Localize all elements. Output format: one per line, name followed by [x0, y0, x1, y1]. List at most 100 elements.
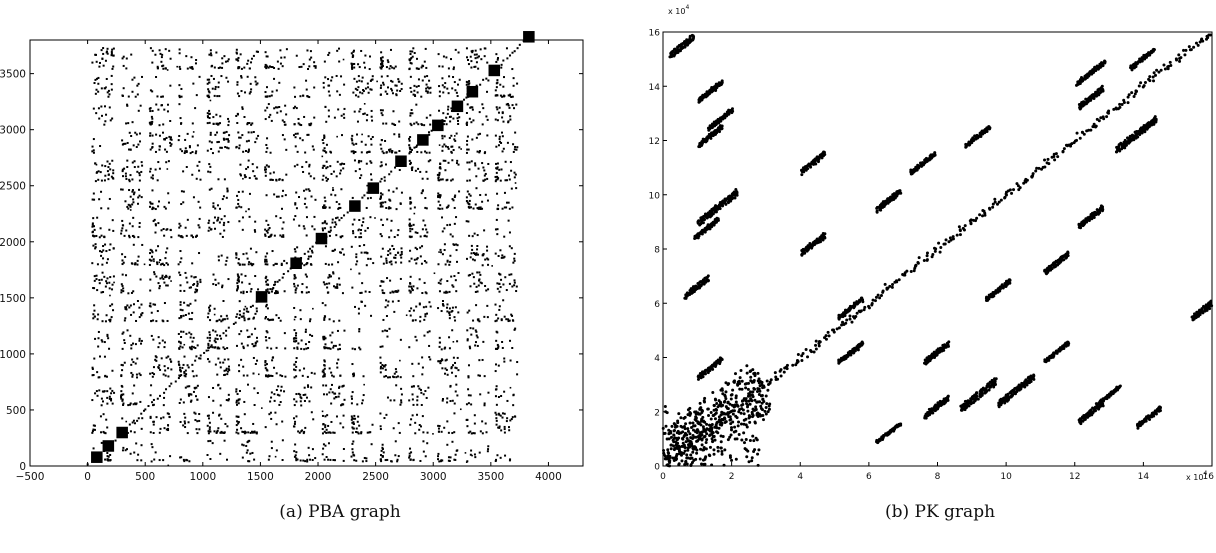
- pba-point: [293, 273, 296, 276]
- pba-point: [363, 61, 366, 64]
- pba-point: [226, 373, 229, 376]
- pk-point: [728, 418, 732, 422]
- pba-point: [444, 159, 447, 162]
- pba-point: [515, 103, 518, 106]
- pba-point: [423, 75, 426, 78]
- pba-point: [510, 418, 513, 421]
- pba-point: [295, 365, 298, 368]
- pk-point: [1035, 166, 1039, 170]
- pba-dense-block: [432, 119, 444, 132]
- pba-point: [107, 89, 110, 92]
- pba-point: [121, 449, 124, 452]
- pba-point: [339, 347, 342, 350]
- pba-point: [235, 390, 238, 393]
- pk-point: [824, 334, 828, 338]
- pba-point: [279, 62, 282, 65]
- pba-point: [190, 275, 193, 278]
- pba-point: [425, 87, 428, 90]
- pba-point: [267, 283, 270, 286]
- pba-point: [338, 283, 341, 286]
- pba-point: [111, 303, 114, 306]
- pba-point: [386, 253, 389, 256]
- pba-point: [511, 319, 514, 322]
- pba-x-tick-label: 1000: [189, 471, 216, 483]
- pba-point: [164, 67, 167, 70]
- pba-point: [212, 221, 215, 224]
- pba-point: [198, 428, 201, 431]
- pba-point: [441, 216, 444, 219]
- pba-point: [340, 216, 343, 219]
- pba-point: [513, 259, 516, 262]
- pba-point: [208, 117, 211, 120]
- pba-point: [421, 415, 424, 418]
- pk-point: [739, 368, 743, 372]
- pba-point: [439, 248, 442, 251]
- pba-point: [107, 178, 110, 181]
- pk-point: [738, 376, 742, 380]
- pba-point: [450, 366, 453, 369]
- pba-point: [326, 414, 329, 417]
- pba-point: [425, 66, 428, 69]
- pba-point: [322, 86, 325, 89]
- pba-point: [451, 198, 454, 201]
- pba-point: [324, 444, 327, 447]
- pba-point: [177, 234, 180, 237]
- pba-point: [449, 456, 452, 459]
- pba-point: [324, 227, 327, 230]
- pba-point: [243, 308, 246, 311]
- pba-point: [360, 300, 363, 303]
- pba-point: [270, 233, 273, 236]
- pba-point: [421, 292, 424, 295]
- pba-point: [245, 140, 248, 143]
- pba-point: [439, 166, 442, 169]
- pba-point: [475, 252, 478, 255]
- pba-point: [300, 397, 303, 400]
- pba-point: [360, 151, 363, 154]
- pba-point: [241, 190, 244, 193]
- pba-point: [216, 204, 219, 207]
- pba-point: [301, 283, 304, 286]
- pba-point: [245, 290, 248, 293]
- pba-point: [412, 385, 415, 388]
- pba-point: [100, 291, 103, 294]
- pba-point: [151, 90, 154, 93]
- pba-point: [266, 263, 269, 266]
- pba-point: [264, 63, 267, 66]
- pba-point: [105, 51, 108, 54]
- pk-point: [717, 84, 721, 88]
- pk-point: [925, 254, 929, 258]
- pba-point: [225, 458, 228, 461]
- pba-point: [213, 307, 216, 310]
- pba-point: [241, 430, 244, 433]
- pba-point: [327, 442, 330, 445]
- pba-point: [449, 384, 452, 387]
- pk-point: [738, 387, 742, 391]
- pba-point: [467, 375, 470, 378]
- pba-point: [486, 257, 489, 260]
- pba-point: [395, 290, 398, 293]
- pba-point: [414, 246, 417, 249]
- pba-point: [338, 392, 341, 395]
- pk-point: [1099, 116, 1103, 120]
- pk-point: [1120, 103, 1124, 107]
- pba-point: [188, 145, 191, 148]
- pba-point: [269, 318, 272, 321]
- pba-point: [196, 384, 199, 387]
- pba-point: [394, 440, 397, 443]
- pba-point: [510, 247, 513, 250]
- pba-point: [91, 230, 94, 233]
- pba-point: [332, 346, 335, 349]
- pba-point: [379, 143, 382, 146]
- pk-point: [760, 393, 764, 397]
- pk-point: [938, 250, 942, 254]
- pba-point: [92, 424, 95, 427]
- pba-point: [293, 248, 296, 251]
- pk-point: [672, 429, 676, 433]
- pba-point: [515, 187, 518, 190]
- pba-point: [496, 58, 499, 61]
- pba-point: [131, 262, 134, 265]
- pk-point: [765, 379, 769, 383]
- pba-point: [469, 206, 472, 209]
- pba-point: [122, 261, 125, 264]
- pba-point: [409, 62, 412, 65]
